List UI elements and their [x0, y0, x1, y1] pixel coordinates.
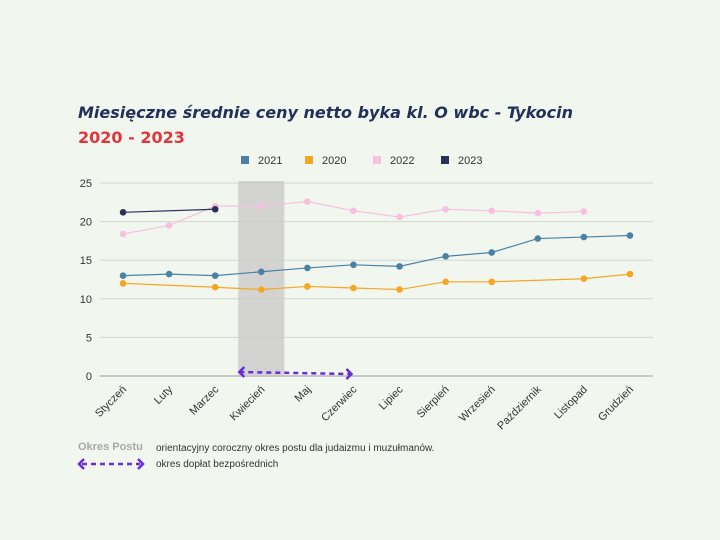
subsidy-arrow-head-left — [237, 366, 246, 378]
legend-label-2020: 2020 — [322, 155, 346, 167]
chart-title: Miesięczne średnie ceny netto byka kl. O… — [78, 103, 574, 122]
y-tick-label: 20 — [80, 217, 92, 229]
chart-subtitle: 2020 - 2023 — [78, 128, 185, 147]
data-point-2020 — [488, 278, 496, 286]
data-point-2021 — [488, 249, 496, 256]
data-point-2021 — [396, 263, 403, 270]
x-tick-label: Maj — [292, 384, 313, 405]
data-point-2020 — [257, 286, 265, 293]
data-point-2022 — [304, 198, 311, 205]
data-point-2021 — [350, 261, 357, 269]
x-tick-label: Październik — [495, 383, 544, 432]
data-point-2023 — [211, 205, 219, 213]
data-point-2020 — [350, 284, 357, 292]
x-tick-label: Listopad — [552, 384, 590, 422]
legend-swatch-2020 — [305, 156, 313, 164]
series-line-2021 — [123, 234, 630, 277]
y-tick-label: 10 — [80, 294, 92, 306]
fast-period-description: orientacyjny coroczny okres postu dla ju… — [156, 443, 435, 454]
x-tick-label: Luty — [152, 383, 176, 407]
data-point-2022 — [350, 207, 357, 215]
data-point-2020 — [626, 270, 634, 278]
data-point-2021 — [442, 253, 449, 260]
data-point-2022 — [580, 208, 588, 215]
data-point-2020 — [304, 283, 311, 290]
y-tick-label: 0 — [86, 371, 92, 383]
data-point-2020 — [119, 280, 127, 287]
data-point-2022 — [442, 205, 449, 213]
x-tick-label: Lipiec — [377, 383, 406, 412]
data-point-2020 — [580, 275, 588, 283]
data-point-2021 — [211, 272, 219, 279]
x-tick-label: Grudzień — [596, 384, 636, 424]
data-point-2021 — [626, 232, 634, 239]
data-point-2021 — [257, 268, 265, 276]
data-point-2021 — [534, 235, 542, 242]
data-point-2022 — [488, 207, 496, 215]
subsidy-period-description: okres dopłat bezpośrednich — [156, 459, 279, 470]
series-line-2023 — [123, 208, 216, 213]
data-point-2022 — [396, 213, 403, 221]
data-point-2022 — [534, 209, 542, 217]
data-point-2023 — [119, 209, 127, 216]
x-tick-label: Wrzesień — [457, 384, 498, 425]
fast-period-label: Okres Postu — [78, 441, 143, 453]
x-tick-label: Kwiecień — [228, 384, 268, 424]
x-tick-label: Sierpień — [415, 384, 452, 421]
legend-swatch-2021 — [241, 156, 249, 164]
series-line-2022 — [122, 200, 584, 235]
data-point-2020 — [211, 283, 219, 291]
legend-label-2022: 2022 — [390, 155, 414, 167]
legend-label-2023: 2023 — [458, 155, 482, 167]
y-tick-label: 25 — [80, 178, 92, 190]
y-tick-label: 5 — [86, 332, 92, 344]
data-point-2021 — [165, 270, 173, 278]
legend-swatch-2023 — [441, 156, 449, 164]
x-tick-label: Czerwiec — [319, 383, 360, 424]
x-tick-label: Styczeń — [93, 384, 129, 420]
data-point-2022 — [257, 202, 265, 210]
data-point-2020 — [396, 286, 403, 293]
subsidy-period-arrow — [239, 370, 352, 376]
data-point-2021 — [304, 264, 311, 272]
data-point-2021 — [119, 272, 127, 279]
data-point-2020 — [442, 278, 449, 286]
x-tick-label: Marzec — [187, 383, 221, 417]
legend-label-2021: 2021 — [258, 155, 282, 167]
subsidy-arrow-legend-icon — [77, 458, 145, 470]
data-point-2022 — [119, 230, 127, 238]
y-tick-label: 15 — [80, 255, 92, 267]
data-point-2021 — [580, 233, 588, 241]
fast-period-shade — [238, 181, 285, 376]
series-line-2020 — [123, 273, 631, 291]
legend-swatch-2022 — [373, 156, 381, 164]
data-point-2022 — [165, 222, 173, 229]
subsidy-arrow-head-right — [345, 368, 354, 380]
